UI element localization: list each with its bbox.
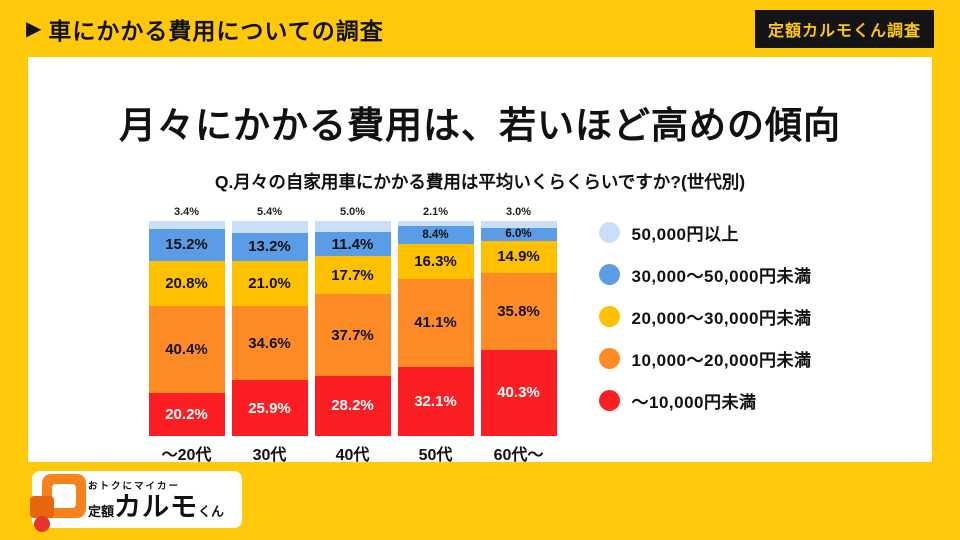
bar-category-label: 40代 <box>335 447 370 465</box>
legend-swatch-icon <box>598 390 620 411</box>
bar-column: 5.4% 13.2% 21.0% 34.6% 25.9% 30代 <box>231 206 308 465</box>
bar-segment: 35.8% <box>480 272 557 350</box>
header-title-text: 車にかかる費用についての調査 <box>48 17 384 44</box>
bar-top-value-label: 5.4% <box>256 206 283 218</box>
bar-top-value-label: 5.0% <box>339 206 366 219</box>
logo-brand-suffix: くん <box>198 504 225 519</box>
bar-column: 2.1% 8.4% 16.3% 41.1% 32.1% 50代 <box>397 206 474 465</box>
bar-segment: 32.1% <box>397 367 474 437</box>
bar-segment: 40.3% <box>480 349 557 437</box>
play-arrow-icon: ▶ <box>26 18 43 40</box>
bar-stack: 6.0% 14.9% 35.8% 40.3% <box>480 221 557 437</box>
bar-stack: 8.4% 16.3% 41.1% 32.1% <box>397 221 474 437</box>
bar-segment <box>148 221 225 229</box>
logo-brand-main: カルモ <box>114 492 199 522</box>
bar-segment: 6.0% <box>480 227 557 241</box>
legend-item: 20,000〜30,000円未満 <box>598 304 812 329</box>
bar-category-label: 60代〜 <box>493 447 544 465</box>
bar-category-label: 30代 <box>252 447 287 465</box>
bar-segment: 20.8% <box>148 261 225 306</box>
legend-swatch-icon <box>598 306 620 327</box>
bar-segment: 41.1% <box>397 278 474 368</box>
bar-category-label: 50代 <box>418 447 453 465</box>
legend-item: 〜10,000円未満 <box>598 388 812 413</box>
legend-item: 50,000円以上 <box>598 220 812 245</box>
bar-segment: 8.4% <box>397 225 474 244</box>
legend-label: 20,000〜30,000円未満 <box>631 309 812 328</box>
bar-column: 3.0% 6.0% 14.9% 35.8% 40.3% 60代〜 <box>480 206 557 465</box>
bar-stack: 13.2% 21.0% 34.6% 25.9% <box>231 221 308 437</box>
bar-top-value-label: 3.4% <box>173 206 200 219</box>
bar-segment: 20.2% <box>148 392 225 437</box>
logo-brand-prefix: 定額 <box>88 504 115 519</box>
survey-question: Q.月々の自家用車にかかる費用は平均いくらくらいですか?(世代別) <box>214 172 746 192</box>
top-header: ▶ 車にかかる費用についての調査 定額カルモくん調査 <box>0 0 960 57</box>
bar-stack: 15.2% 20.8% 40.4% 20.2% <box>148 221 225 437</box>
bar-segment: 13.2% <box>231 232 308 261</box>
legend-label: 50,000円以上 <box>631 225 739 244</box>
legend-item: 10,000〜20,000円未満 <box>598 346 812 371</box>
bar-segment: 11.4% <box>314 231 391 257</box>
header-title: ▶ 車にかかる費用についての調査 <box>26 12 384 46</box>
bar-segment <box>480 221 557 228</box>
bar-column: 3.4% 15.2% 20.8% 40.4% 20.2% 〜20代 <box>148 206 225 465</box>
chart-area: 3.4% 15.2% 20.8% 40.4% 20.2% 〜20代 5.4% 13.2% 21.… <box>28 206 932 465</box>
bar-segment: 34.6% <box>231 306 308 381</box>
logo-brand: 定額 カルモ くん <box>88 494 224 521</box>
legend-swatch-icon <box>598 348 620 369</box>
bar-segment: 17.7% <box>314 256 391 295</box>
bar-segment: 14.9% <box>480 240 557 273</box>
legend-item: 30,000〜50,000円未満 <box>598 262 812 287</box>
bar-segment <box>231 221 308 233</box>
bar-column: 5.0% 11.4% 17.7% 37.7% 28.2% 40代 <box>314 206 391 465</box>
legend-swatch-icon <box>598 222 620 243</box>
bar-segment <box>397 221 474 226</box>
bar-segment: 16.3% <box>397 243 474 279</box>
content-panel: 月々にかかる費用は、若いほど高めの傾向 Q.月々の自家用車にかかる費用は平均いく… <box>28 57 932 465</box>
bar-segment: 40.4% <box>148 305 225 393</box>
legend-label: 30,000〜50,000円未満 <box>631 267 812 286</box>
bar-segment: 28.2% <box>314 375 391 437</box>
bar-segment <box>314 221 391 232</box>
bar-segment: 15.2% <box>148 228 225 262</box>
survey-source-badge: 定額カルモくん調査 <box>754 9 934 48</box>
bar-segment: 25.9% <box>231 380 308 437</box>
bar-top-value-label: 3.0% <box>505 206 532 219</box>
headline: 月々にかかる費用は、若いほど高めの傾向 <box>119 105 841 146</box>
brand-logo: おトクにマイカー 定額 カルモ くん <box>30 471 243 532</box>
legend-label: 〜10,000円未満 <box>631 393 757 412</box>
stacked-bar-chart: 3.4% 15.2% 20.8% 40.4% 20.2% 〜20代 5.4% 13.2% 21.… <box>148 206 557 465</box>
bar-segment: 21.0% <box>231 260 308 307</box>
legend-label: 10,000〜20,000円未満 <box>631 351 812 370</box>
truck-icon <box>30 474 86 532</box>
chart-legend: 50,000円以上 30,000〜50,000円未満 20,000〜30,000円未… <box>598 206 812 413</box>
bar-top-value-label: 2.1% <box>422 206 449 219</box>
logo-tagline: おトクにマイカー <box>88 481 181 492</box>
bar-stack: 11.4% 17.7% 37.7% 28.2% <box>314 221 391 437</box>
legend-swatch-icon <box>598 264 620 285</box>
bar-segment: 37.7% <box>314 294 391 376</box>
bar-category-label: 〜20代 <box>161 447 212 465</box>
